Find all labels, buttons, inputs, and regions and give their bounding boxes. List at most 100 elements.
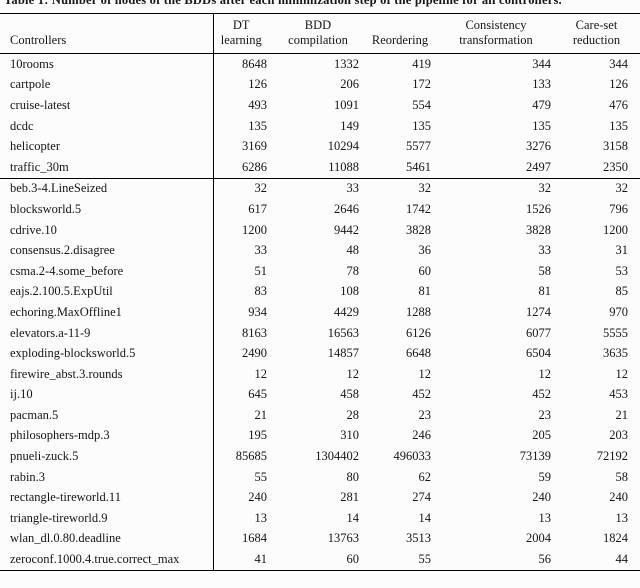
value-cell: 21 — [212, 405, 275, 426]
value-cell: 452 — [412, 387, 431, 402]
value-cell: 6504 — [526, 346, 551, 361]
table-header: Controllers DT learning BDD compilation … — [0, 13, 640, 54]
value-cell: 23 — [538, 407, 552, 422]
value-cell: 1526 — [526, 201, 551, 216]
value-cell: 240 — [532, 490, 551, 505]
controller-name-cell: consensus.2.disagree — [10, 243, 115, 258]
controller-name-cell: pnueli-zuck.5 — [10, 449, 79, 464]
controller-name-cell: eajs.2.100.5.ExpUtil — [10, 284, 113, 299]
controller-name-cell: csma.2-4.some_before — [10, 263, 124, 278]
table-row: helicopter 3169 10294 5577 3276 3158 — [0, 136, 640, 157]
value-cell: 1684 — [212, 528, 275, 550]
table-group-2: beb.3-4.LineSeized 32 33 32 32 32 blocksworld.… — [0, 177, 640, 571]
table-group-1: 10rooms 8648 1332 419 344 344 cartpole 126 206 17… — [0, 53, 640, 179]
value-cell: 11088 — [328, 159, 359, 174]
header-line: BDD — [304, 18, 332, 32]
controller-name-cell: cartpole — [10, 77, 51, 92]
value-cell: 9442 — [334, 222, 359, 237]
value-cell: 133 — [532, 77, 551, 92]
table-row: ij.10 645 458 452 452 453 — [0, 384, 640, 406]
value-cell: 72192 — [596, 449, 628, 464]
controller-name-cell: blocksworld.5 — [10, 201, 82, 216]
value-cell: 206 — [340, 77, 359, 92]
value-cell: 1288 — [406, 304, 431, 319]
value-cell: 44 — [615, 552, 629, 567]
value-cell: 51 — [212, 260, 275, 282]
value-cell: 8163 — [212, 322, 275, 344]
header-line: transformation — [459, 33, 533, 47]
value-cell: 5577 — [406, 139, 431, 154]
header-line: compilation — [288, 33, 348, 47]
column-header-consistency-transformation: Consistency transformation — [439, 13, 559, 54]
value-cell: 41 — [212, 549, 275, 571]
value-cell: 31 — [615, 243, 629, 258]
value-cell: 344 — [609, 56, 628, 71]
table-row: dcdc 135 149 135 135 135 — [0, 115, 640, 137]
value-cell: 6648 — [406, 346, 431, 361]
table-row: elevators.a-11-9 8163 16563 6126 6077 5555 — [0, 322, 640, 344]
value-cell: 12 — [346, 366, 360, 381]
header-line: learning — [220, 33, 262, 47]
controller-name-cell: dcdc — [10, 118, 34, 133]
value-cell: 310 — [340, 428, 359, 443]
column-header-reordering: Reordering — [367, 13, 439, 54]
table-row: cartpole 126 206 172 133 126 — [0, 74, 640, 96]
controller-name-cell: triangle-tireworld.9 — [10, 510, 108, 525]
table-caption-text: Table 1: Number of nodes of the BDDs aft… — [4, 0, 562, 7]
value-cell: 12 — [538, 366, 552, 381]
value-cell: 53 — [615, 263, 629, 278]
value-cell: 240 — [212, 487, 275, 509]
header-line: reduction — [572, 33, 621, 47]
value-cell: 452 — [532, 387, 551, 402]
table-row: firewire_abst.3.rounds 12 12 12 12 12 — [0, 363, 640, 385]
controller-name-cell: pacman.5 — [10, 407, 59, 422]
value-cell: 126 — [609, 77, 628, 92]
table-row: 10rooms 8648 1332 419 344 344 — [0, 53, 640, 75]
value-cell: 48 — [346, 243, 360, 258]
value-cell: 1332 — [334, 56, 359, 71]
table-row: wlan_dl.0.80.deadline 1684 13763 3513 2004 18… — [0, 528, 640, 550]
table-row: traffic_30m 6286 11088 5461 2497 2350 — [0, 156, 640, 179]
controller-name-cell: philosophers-mdp.3 — [10, 428, 110, 443]
value-cell: 2004 — [526, 531, 551, 546]
table-row: exploding-blocksworld.5 2490 14857 6648 6504… — [0, 343, 640, 364]
value-cell: 60 — [346, 552, 360, 567]
table-row: rabin.3 55 80 62 59 58 — [0, 466, 640, 488]
value-cell: 1274 — [526, 304, 551, 319]
value-cell: 3635 — [603, 346, 628, 361]
table-row: eajs.2.100.5.ExpUtil 83 108 81 81 85 — [0, 281, 640, 303]
value-cell: 476 — [609, 97, 628, 112]
value-cell: 58 — [615, 469, 629, 484]
value-cell: 554 — [412, 97, 431, 112]
value-cell: 3276 — [526, 139, 551, 154]
value-cell: 281 — [340, 490, 359, 505]
value-cell: 13 — [538, 510, 552, 525]
table-row: cruise-latest 493 1091 554 479 476 — [0, 95, 640, 116]
value-cell: 56 — [538, 552, 552, 567]
table-caption-clipped: Table 1: Number of nodes of the BDDs aft… — [0, 0, 640, 13]
controller-name-cell: echoring.MaxOffline1 — [10, 304, 122, 319]
value-cell: 81 — [418, 284, 432, 299]
value-cell: 55 — [418, 552, 432, 567]
column-header-controllers: Controllers — [0, 13, 213, 54]
value-cell: 16563 — [327, 325, 359, 340]
controller-name-cell: cruise-latest — [10, 97, 71, 112]
table-row: echoring.MaxOffline1 934 4429 1288 1274 970 — [0, 302, 640, 323]
value-cell: 23 — [418, 407, 432, 422]
value-cell: 32 — [212, 177, 275, 200]
value-cell: 2350 — [603, 159, 628, 174]
value-cell: 21 — [615, 407, 629, 422]
value-cell: 14857 — [327, 346, 359, 361]
value-cell: 6126 — [406, 325, 431, 340]
column-header-bdd-compilation: BDD compilation — [275, 13, 367, 54]
value-cell: 3158 — [603, 139, 628, 154]
value-cell: 453 — [609, 387, 628, 402]
table-row: pacman.5 21 28 23 23 21 — [0, 405, 640, 426]
controller-name-cell: helicopter — [10, 139, 60, 154]
table-row: beb.3-4.LineSeized 32 33 32 32 32 — [0, 177, 640, 200]
value-cell: 934 — [212, 302, 275, 323]
value-cell: 33 — [275, 177, 367, 200]
value-cell: 496033 — [393, 449, 432, 464]
value-cell: 135 — [609, 118, 628, 133]
value-cell: 2497 — [526, 159, 551, 174]
